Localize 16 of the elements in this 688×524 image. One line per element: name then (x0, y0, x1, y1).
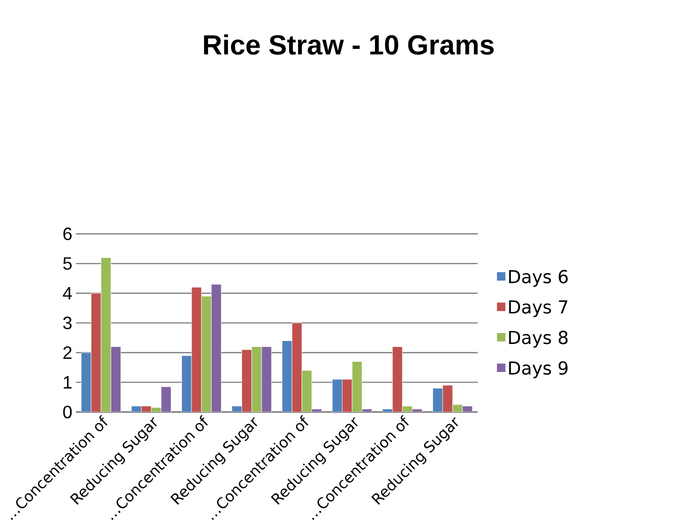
legend-label: Days 9 (509, 361, 568, 378)
bar (81, 352, 92, 412)
bar (332, 379, 342, 412)
legend-label: Days 6 (509, 270, 568, 287)
y-tick-label: 1 (64, 376, 72, 388)
y-tick-label: 2 (63, 346, 72, 359)
y-tick-label: 5 (63, 257, 72, 270)
y-tick-label: 4 (62, 287, 72, 300)
y-tick-label: 6 (63, 227, 72, 240)
legend-label: Days 7 (509, 300, 568, 318)
y-tick-label: 0 (63, 406, 72, 418)
chart-title: Rice Straw - 10 Grams (204, 34, 494, 55)
legend-label: Days 8 (509, 330, 568, 348)
bar (432, 388, 443, 412)
bar (282, 340, 292, 412)
y-tick-label: 3 (63, 316, 72, 330)
